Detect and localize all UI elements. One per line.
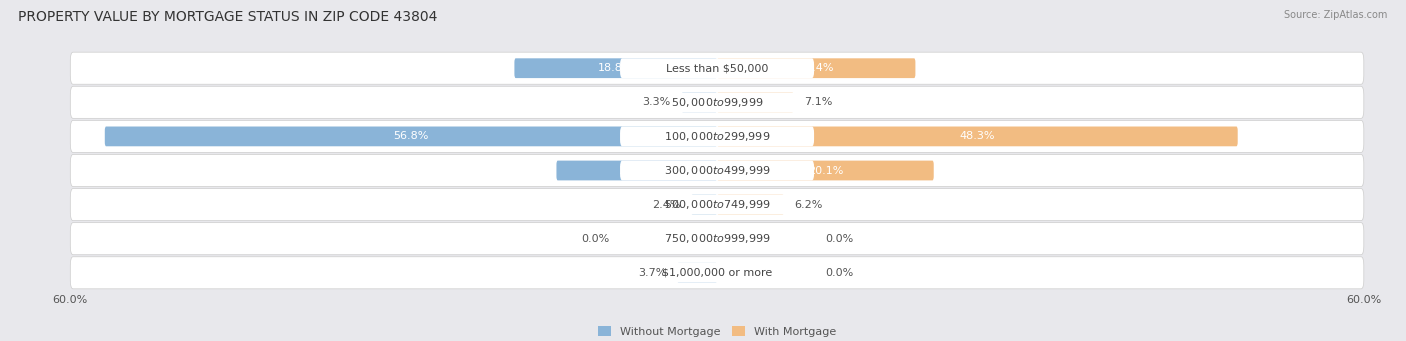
FancyBboxPatch shape (620, 92, 814, 112)
FancyBboxPatch shape (717, 127, 1237, 146)
FancyBboxPatch shape (620, 263, 814, 283)
Text: 0.0%: 0.0% (581, 234, 609, 244)
Text: Less than $50,000: Less than $50,000 (666, 63, 768, 73)
FancyBboxPatch shape (692, 195, 717, 214)
Text: 20.1%: 20.1% (807, 165, 844, 176)
FancyBboxPatch shape (620, 229, 814, 249)
Legend: Without Mortgage, With Mortgage: Without Mortgage, With Mortgage (598, 326, 837, 337)
Text: 0.0%: 0.0% (825, 268, 853, 278)
FancyBboxPatch shape (70, 223, 1364, 255)
FancyBboxPatch shape (682, 92, 717, 112)
FancyBboxPatch shape (620, 161, 814, 180)
FancyBboxPatch shape (717, 161, 934, 180)
FancyBboxPatch shape (678, 263, 717, 283)
Text: 7.1%: 7.1% (804, 97, 832, 107)
Text: 0.0%: 0.0% (825, 234, 853, 244)
Text: $750,000 to $999,999: $750,000 to $999,999 (664, 232, 770, 245)
FancyBboxPatch shape (70, 189, 1364, 221)
Text: PROPERTY VALUE BY MORTGAGE STATUS IN ZIP CODE 43804: PROPERTY VALUE BY MORTGAGE STATUS IN ZIP… (18, 10, 437, 24)
Text: $1,000,000 or more: $1,000,000 or more (662, 268, 772, 278)
Text: $50,000 to $99,999: $50,000 to $99,999 (671, 96, 763, 109)
FancyBboxPatch shape (717, 92, 793, 112)
FancyBboxPatch shape (620, 195, 814, 214)
Text: 18.4%: 18.4% (799, 63, 834, 73)
FancyBboxPatch shape (70, 120, 1364, 152)
Text: 6.2%: 6.2% (794, 199, 823, 210)
FancyBboxPatch shape (105, 127, 717, 146)
FancyBboxPatch shape (70, 86, 1364, 118)
FancyBboxPatch shape (717, 58, 915, 78)
FancyBboxPatch shape (70, 154, 1364, 187)
Text: 3.3%: 3.3% (643, 97, 671, 107)
Text: 14.9%: 14.9% (619, 165, 655, 176)
FancyBboxPatch shape (557, 161, 717, 180)
Text: $500,000 to $749,999: $500,000 to $749,999 (664, 198, 770, 211)
FancyBboxPatch shape (70, 52, 1364, 84)
Text: 3.7%: 3.7% (638, 268, 666, 278)
Text: 56.8%: 56.8% (394, 131, 429, 142)
Text: $300,000 to $499,999: $300,000 to $499,999 (664, 164, 770, 177)
Text: 48.3%: 48.3% (960, 131, 995, 142)
FancyBboxPatch shape (620, 58, 814, 78)
Text: Source: ZipAtlas.com: Source: ZipAtlas.com (1284, 10, 1388, 20)
FancyBboxPatch shape (70, 257, 1364, 289)
FancyBboxPatch shape (717, 195, 785, 214)
FancyBboxPatch shape (620, 127, 814, 146)
Text: 18.8%: 18.8% (598, 63, 634, 73)
FancyBboxPatch shape (515, 58, 717, 78)
Text: $100,000 to $299,999: $100,000 to $299,999 (664, 130, 770, 143)
Text: 2.4%: 2.4% (652, 199, 681, 210)
